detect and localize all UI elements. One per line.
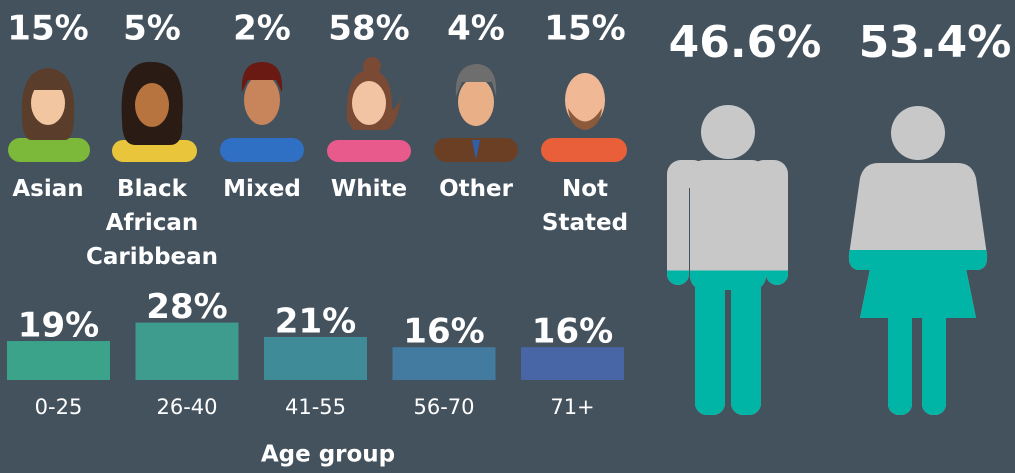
- category-label: Black African Caribbean: [86, 172, 218, 274]
- bar: [136, 323, 239, 380]
- category-label: Mixed: [223, 172, 301, 206]
- avatars: [8, 57, 627, 162]
- infographic: 46.6% 53.4% Age group 15% 5% 2% 58% 4% 15% 19%…: [0, 0, 1015, 473]
- gender-label: 53.4%: [859, 17, 1012, 68]
- gender-label: 46.6%: [669, 17, 822, 68]
- value-label: 21%: [275, 301, 356, 341]
- value-label: 28%: [146, 287, 227, 327]
- value-label: 16%: [403, 312, 484, 352]
- category-label: White: [331, 172, 407, 206]
- value-label: 19%: [18, 306, 99, 346]
- percent-label: 4%: [447, 9, 505, 49]
- x-tick-label: 26-40: [156, 395, 217, 419]
- x-axis-label: Age group: [261, 442, 395, 468]
- percent-label: 58%: [328, 9, 409, 49]
- category-label: Other: [439, 172, 513, 206]
- percent-label: 2%: [233, 9, 291, 49]
- percent-label: 15%: [544, 9, 625, 49]
- x-tick-label: 0-25: [35, 395, 83, 419]
- bar: [264, 337, 367, 380]
- x-tick-label: 41-55: [285, 395, 346, 419]
- x-tick-label: 71+: [550, 395, 594, 419]
- x-tick-label: 56-70: [413, 395, 474, 419]
- category-label: Not Stated: [542, 172, 628, 240]
- figure: [667, 105, 788, 415]
- percent-label: 5%: [123, 9, 181, 49]
- bar: [521, 347, 624, 380]
- category-label: Asian: [12, 172, 83, 206]
- bar: [393, 347, 496, 380]
- value-label: 16%: [532, 312, 613, 352]
- bar: [7, 341, 110, 380]
- percent-label: 15%: [7, 9, 88, 49]
